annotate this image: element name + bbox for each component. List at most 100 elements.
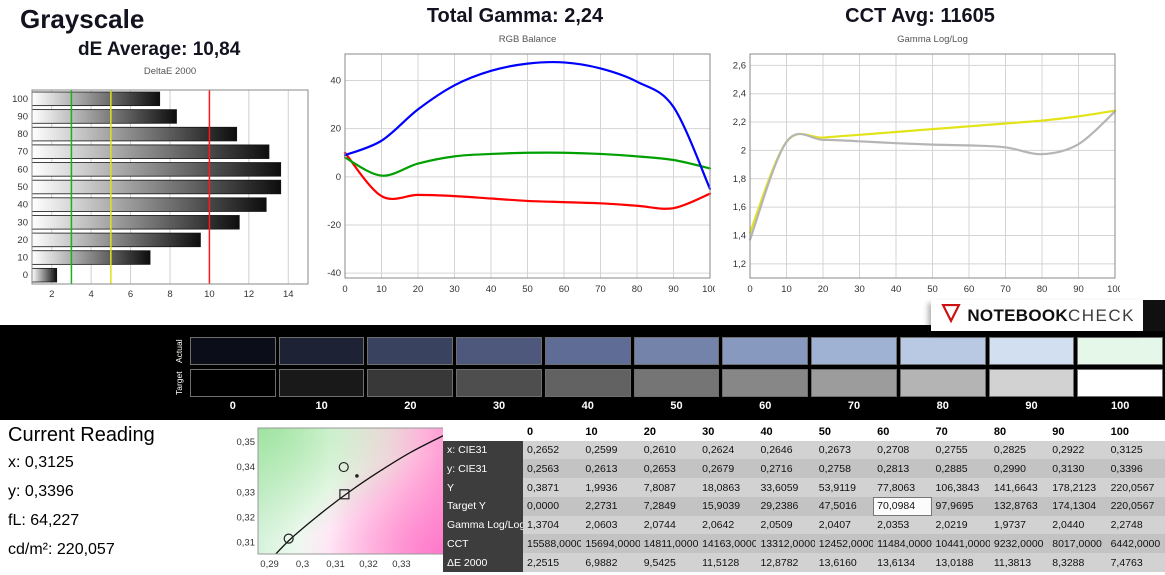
- table-cell-e-2000-70[interactable]: 13,0188: [931, 553, 990, 572]
- table-cell-y-90[interactable]: 178,2123: [1048, 478, 1107, 497]
- table-cell-gamma-log-log-70[interactable]: 2,0219: [931, 515, 990, 535]
- table-row: CCT 15588,0000 15694,0000 14811,0000 14163,0…: [443, 534, 1165, 554]
- table-col-header-60: 60: [873, 424, 932, 441]
- table-cell-y-cie31-30[interactable]: 0,2679: [698, 459, 757, 479]
- svg-text:40: 40: [891, 284, 902, 295]
- table-cell-e-2000-0[interactable]: 2,2515: [523, 553, 582, 572]
- swatch-band: Actual Target 0 10 20 30 40 50 60 70 80 90 100: [0, 325, 1165, 420]
- table-cell-y-50[interactable]: 53,9119: [814, 478, 874, 497]
- svg-text:40: 40: [486, 284, 497, 295]
- table-cell-target-y-30[interactable]: 15,9039: [698, 496, 757, 516]
- table-cell-y-70[interactable]: 106,3843: [931, 478, 990, 497]
- swatch-level-label-60: 60: [759, 400, 772, 412]
- table-cell-gamma-log-log-0[interactable]: 1,3704: [523, 515, 582, 535]
- table-cell-gamma-log-log-90[interactable]: 2,0440: [1048, 515, 1107, 535]
- table-cell-y-60[interactable]: 77,8063: [873, 478, 932, 497]
- table-cell-e-2000-10[interactable]: 6,9882: [581, 553, 640, 572]
- table-cell-x-cie31-40[interactable]: 0,2646: [756, 440, 815, 460]
- table-cell-cct-30[interactable]: 14163,0000: [698, 534, 757, 554]
- actual-swatch-80: [899, 337, 986, 365]
- table-cell-gamma-log-log-100[interactable]: 2,2748: [1106, 515, 1165, 535]
- table-cell-gamma-log-log-80[interactable]: 1,9737: [989, 515, 1049, 535]
- table-cell-y-cie31-10[interactable]: 0,2613: [581, 459, 640, 479]
- table-cell-y-0[interactable]: 0,3871: [523, 478, 582, 497]
- table-cell-y-cie31-100[interactable]: 0,3396: [1106, 459, 1165, 479]
- table-cell-y-cie31-60[interactable]: 0,2813: [873, 459, 932, 479]
- table-cell-x-cie31-10[interactable]: 0,2599: [581, 440, 640, 460]
- table-cell-target-y-40[interactable]: 29,2386: [756, 496, 815, 516]
- svg-text:0: 0: [342, 284, 347, 295]
- table-cell-cct-60[interactable]: 11484,0000: [873, 534, 932, 554]
- svg-text:90: 90: [17, 111, 28, 122]
- target-swatch-90: [988, 369, 1075, 397]
- table-cell-gamma-log-log-20[interactable]: 2,0744: [639, 515, 699, 535]
- de-average-label: dE Average: 10,84: [78, 39, 241, 60]
- table-cell-cct-40[interactable]: 13312,0000: [756, 534, 815, 554]
- table-cell-target-y-90[interactable]: 174,1304: [1048, 496, 1107, 516]
- table-cell-cct-0[interactable]: 15588,0000: [523, 534, 582, 554]
- table-cell-target-y-20[interactable]: 7,2849: [639, 496, 699, 516]
- table-col-header-30: 30: [698, 424, 757, 441]
- table-cell-target-y-50[interactable]: 47,5016: [814, 496, 874, 516]
- table-cell-y-10[interactable]: 1,9936: [581, 478, 640, 497]
- svg-text:2: 2: [741, 145, 746, 156]
- table-cell-x-cie31-50[interactable]: 0,2673: [814, 440, 874, 460]
- table-cell-gamma-log-log-40[interactable]: 2,0509: [756, 515, 815, 535]
- table-cell-cct-90[interactable]: 8017,0000: [1048, 534, 1107, 554]
- actual-swatch-20: [367, 337, 454, 365]
- table-cell-x-cie31-60[interactable]: 0,2708: [873, 440, 932, 460]
- table-cell-target-y-100[interactable]: 220,0567: [1106, 496, 1165, 516]
- table-cell-e-2000-60[interactable]: 13,6134: [873, 553, 932, 572]
- current-reading-fl: fL: 64,227: [8, 512, 80, 529]
- svg-text:-40: -40: [327, 268, 341, 279]
- table-cell-target-y-80[interactable]: 132,8763: [989, 496, 1049, 516]
- table-cell-target-y-60[interactable]: 70,0984: [873, 496, 932, 516]
- table-cell-cct-20[interactable]: 14811,0000: [639, 534, 699, 554]
- table-cell-cct-80[interactable]: 9232,0000: [989, 534, 1049, 554]
- table-cell-y-40[interactable]: 33,6059: [756, 478, 815, 497]
- table-cell-x-cie31-100[interactable]: 0,3125: [1106, 440, 1165, 460]
- table-cell-y-20[interactable]: 7,8087: [639, 478, 699, 497]
- table-cell-e-2000-80[interactable]: 11,3813: [989, 553, 1049, 572]
- table-row: Gamma Log/Log 1,3704 2,0603 2,0744 2,0642 2,0…: [443, 515, 1165, 535]
- table-cell-x-cie31-90[interactable]: 0,2922: [1048, 440, 1107, 460]
- table-cell-x-cie31-0[interactable]: 0,2652: [523, 440, 582, 460]
- table-cell-e-2000-20[interactable]: 9,5425: [639, 553, 699, 572]
- table-cell-y-cie31-90[interactable]: 0,3130: [1048, 459, 1107, 479]
- table-cell-e-2000-90[interactable]: 8,3288: [1048, 553, 1107, 572]
- table-cell-x-cie31-70[interactable]: 0,2755: [931, 440, 990, 460]
- table-cell-x-cie31-80[interactable]: 0,2825: [989, 440, 1049, 460]
- actual-swatch-50: [633, 337, 720, 365]
- table-cell-y-cie31-80[interactable]: 0,2990: [989, 459, 1049, 479]
- table-cell-y-cie31-50[interactable]: 0,2758: [814, 459, 874, 479]
- actual-swatch-60: [722, 337, 809, 365]
- table-cell-x-cie31-20[interactable]: 0,2610: [639, 440, 699, 460]
- table-cell-x-cie31-30[interactable]: 0,2624: [698, 440, 757, 460]
- table-cell-gamma-log-log-30[interactable]: 2,0642: [698, 515, 757, 535]
- table-cell-y-80[interactable]: 141,6643: [989, 478, 1049, 497]
- table-cell-y-cie31-70[interactable]: 0,2885: [931, 459, 990, 479]
- table-cell-y-cie31-40[interactable]: 0,2716: [756, 459, 815, 479]
- table-cell-target-y-0[interactable]: 0,0000: [523, 496, 582, 516]
- table-cell-y-cie31-20[interactable]: 0,2653: [639, 459, 699, 479]
- table-cell-cct-100[interactable]: 6442,0000: [1106, 534, 1165, 554]
- table-cell-gamma-log-log-10[interactable]: 2,0603: [581, 515, 640, 535]
- table-cell-y-100[interactable]: 220,0567: [1106, 478, 1165, 497]
- cie-chromaticity-diagram: 0,31 0,32 0,33 0,34 0,35 0,29 0,3 0,31 0,32 0,33: [230, 426, 450, 574]
- table-col-header-20: 20: [639, 424, 699, 441]
- target-swatch-100: [1077, 369, 1164, 397]
- table-cell-e-2000-30[interactable]: 11,5128: [698, 553, 757, 572]
- table-cell-cct-70[interactable]: 10441,0000: [931, 534, 990, 554]
- table-cell-y-cie31-0[interactable]: 0,2563: [523, 459, 582, 479]
- table-cell-e-2000-50[interactable]: 13,6160: [814, 553, 874, 572]
- table-cell-gamma-log-log-60[interactable]: 2,0353: [873, 515, 932, 535]
- table-cell-target-y-70[interactable]: 97,9695: [931, 496, 990, 516]
- table-cell-cct-10[interactable]: 15694,0000: [581, 534, 640, 554]
- target-row-label: Target: [174, 371, 184, 395]
- table-cell-gamma-log-log-50[interactable]: 2,0407: [814, 515, 874, 535]
- table-cell-e-2000-100[interactable]: 7,4763: [1106, 553, 1165, 572]
- table-cell-e-2000-40[interactable]: 12,8782: [756, 553, 815, 572]
- table-cell-target-y-10[interactable]: 2,2731: [581, 496, 640, 516]
- table-cell-y-30[interactable]: 18,0863: [698, 478, 757, 497]
- table-cell-cct-50[interactable]: 12452,0000: [814, 534, 874, 554]
